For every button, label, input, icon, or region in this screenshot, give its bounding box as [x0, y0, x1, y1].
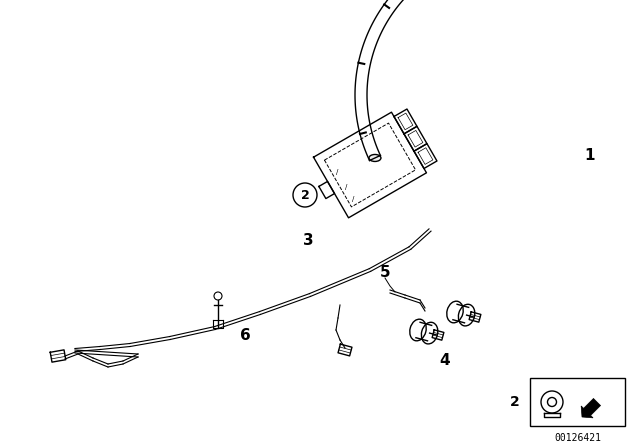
Text: /: /	[344, 184, 347, 190]
Bar	[530, 378, 625, 426]
Ellipse shape	[369, 155, 381, 161]
Text: /: /	[351, 196, 354, 202]
Text: 1: 1	[585, 147, 595, 163]
Text: 3: 3	[303, 233, 314, 247]
Text: 4: 4	[440, 353, 451, 367]
Text: /: /	[336, 169, 338, 175]
Text: 5: 5	[380, 264, 390, 280]
Text: 6: 6	[239, 327, 250, 343]
Text: 00126421: 00126421	[554, 433, 601, 443]
Polygon shape	[581, 398, 600, 418]
Text: 2: 2	[301, 189, 309, 202]
Text: 2: 2	[510, 395, 520, 409]
